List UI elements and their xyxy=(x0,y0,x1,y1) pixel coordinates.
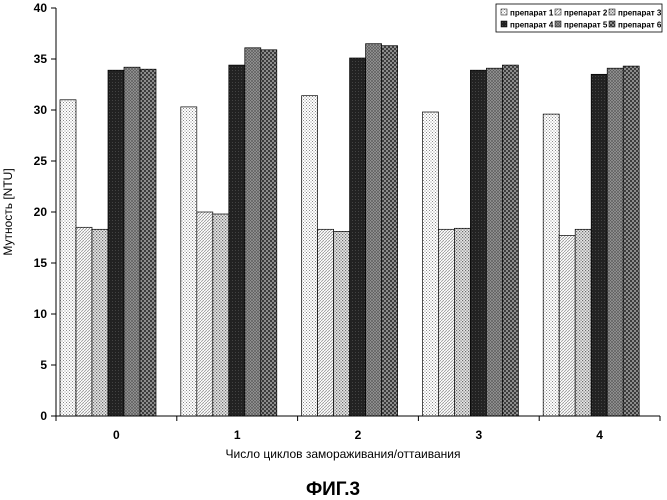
x-tick-label: 2 xyxy=(355,428,362,442)
legend-swatch-1 xyxy=(500,8,508,16)
bar-series-4-cat-0 xyxy=(107,69,125,417)
bar-series-4-cat-3 xyxy=(470,69,487,417)
legend-label-4: препарат 4 xyxy=(510,21,554,30)
legend-swatch-2 xyxy=(554,8,562,16)
legend-label-1: препарат 1 xyxy=(510,9,554,18)
legend-swatch-4 xyxy=(500,20,508,28)
bar-series-6-cat-3 xyxy=(502,64,519,417)
legend-label-3: препарат 3 xyxy=(618,9,662,18)
y-tick-label: 30 xyxy=(34,103,48,117)
bar-series-1-cat-4 xyxy=(542,113,560,417)
y-tick-label: 15 xyxy=(34,256,48,270)
x-axis-ticks: 0 1 2 3 4 xyxy=(55,416,661,442)
bar-series-6-cat-1 xyxy=(260,49,278,417)
y-tick-label: 20 xyxy=(34,205,48,219)
x-tick-label: 1 xyxy=(234,428,241,442)
y-tick-label: 25 xyxy=(34,154,48,168)
legend-box xyxy=(495,3,663,33)
bar-series-3-cat-3 xyxy=(454,227,471,417)
y-tick-label: 40 xyxy=(34,1,48,15)
bar-series-1-cat-0 xyxy=(59,99,77,417)
bar-series-3-cat-1 xyxy=(212,213,230,417)
bar-series-1-cat-2 xyxy=(301,95,318,417)
y-axis-label: Мутность [NTU] xyxy=(1,168,15,255)
x-tick-label: 3 xyxy=(475,428,482,442)
bar-series-6-cat-4 xyxy=(622,65,640,417)
bar-series-5-cat-3 xyxy=(486,67,503,417)
figure-caption: ФИГ.3 xyxy=(306,479,360,500)
bar-series-6-cat-0 xyxy=(139,68,157,417)
bar-series-3-cat-0 xyxy=(91,228,109,417)
bar-series-4-cat-2 xyxy=(349,57,366,417)
legend-label-2: препарат 2 xyxy=(564,9,608,18)
y-tick-label: 10 xyxy=(34,307,48,321)
bar-series-2-cat-0 xyxy=(75,226,93,417)
bar-series-2-cat-3 xyxy=(438,228,455,417)
bar-series-2-cat-4 xyxy=(558,235,576,417)
bar-series-5-cat-0 xyxy=(123,66,141,417)
y-tick-label: 5 xyxy=(40,358,47,372)
bar-series-5-cat-1 xyxy=(244,47,262,417)
legend-swatch-3 xyxy=(608,8,616,16)
bar-series-3-cat-4 xyxy=(574,228,592,417)
bar-series-6-cat-2 xyxy=(381,45,398,417)
bar-series-5-cat-4 xyxy=(606,67,624,417)
bar-series-5-cat-2 xyxy=(365,43,382,417)
bar-series-3-cat-2 xyxy=(333,231,350,417)
y-tick-label: 35 xyxy=(34,52,48,66)
bar-series-2-cat-2 xyxy=(317,228,334,417)
x-tick-label: 0 xyxy=(113,428,120,442)
legend: препарат 1 препарат 2 препарат 3 препарат 4… xyxy=(495,3,663,33)
bar-series-4-cat-4 xyxy=(590,73,608,417)
bar-series-2-cat-1 xyxy=(196,211,214,417)
bar-series-4-cat-1 xyxy=(228,64,246,417)
bar-series-1-cat-1 xyxy=(180,106,198,417)
y-axis-ticks: 0 5 10 15 20 25 30 35 40 xyxy=(34,1,56,423)
legend-swatch-6 xyxy=(608,20,616,28)
y-tick-label: 0 xyxy=(40,409,47,423)
legend-label-6: препарат 6 xyxy=(618,21,662,30)
bar-group xyxy=(59,43,640,417)
x-axis-label: Число циклов замораживания/оттаивания xyxy=(226,447,461,461)
bar-series-1-cat-3 xyxy=(422,111,439,417)
x-tick-label: 4 xyxy=(596,428,603,442)
legend-swatch-5 xyxy=(554,20,562,28)
legend-label-5: препарат 5 xyxy=(564,21,608,30)
